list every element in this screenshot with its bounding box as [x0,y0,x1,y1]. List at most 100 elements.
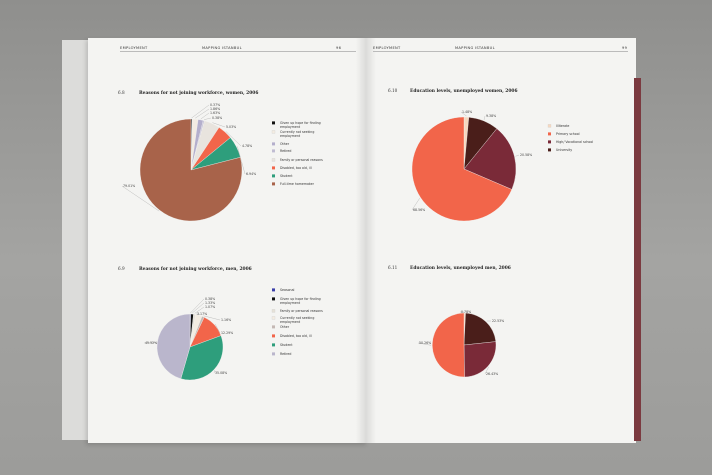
left-page [88,38,368,443]
label-leader-line [212,122,226,128]
legend-label: Primary school [556,132,580,136]
label-leader-line [515,154,520,157]
left-header-rule [120,51,356,52]
legend-swatch [272,174,275,178]
slice-value-label: 20.58% [520,153,532,157]
left-header-section: EMPLOYMENT [120,46,148,50]
legend-label: Student [280,343,293,347]
slice-value-label: 12.29% [221,331,233,335]
legend-label-cont: employment [280,134,301,138]
slice-value-label: 1.33% [205,301,215,305]
right-header-title: MAPPING ISTANBUL [455,46,495,50]
slice-value-label: 22.53% [492,319,504,323]
pie-slice [463,128,517,190]
legend-label: Full-time homemaker [280,182,315,186]
legend-swatch [272,149,275,153]
right-header-rule [373,51,628,52]
legend-swatch [548,132,551,136]
right-page-number: 99 [622,46,628,50]
chart-number: 6.10 [388,88,398,93]
slice-value-label: 3.17% [197,312,207,316]
slice-value-label: 45.52% [145,341,157,345]
slice-value-label: 4.78% [242,144,252,148]
label-leader-line [194,306,205,314]
legend-swatch [271,309,276,313]
pie-slice [156,313,191,379]
label-leader-line [121,185,160,212]
slice-value-label: 26.43% [486,372,498,376]
legend-label-cont: employment [280,301,301,305]
legend-swatch [272,352,275,356]
left-header-title: MAPPING ISTANBUL [202,46,242,50]
legend-swatch [272,325,275,329]
slice-value-label: 5.03% [226,125,236,129]
legend-label: Other [280,325,290,329]
right-header-section: EMPLOYMENT [373,46,401,50]
label-leader-line [215,324,221,334]
left-page-number: 96 [336,46,342,50]
legend-label: Retired [280,352,291,356]
legend-swatch [548,140,551,144]
legend-label: Other [280,142,290,146]
label-leader-line [200,112,210,120]
slice-value-label: 1.48% [462,110,472,114]
legend-swatch [271,158,276,162]
legend-swatch [272,166,275,170]
legend-label: Family or personal reasons [280,309,323,313]
legend-label: Illiterate [556,124,569,128]
legend-label: Student [280,174,293,178]
legend-swatch [548,148,551,152]
slice-value-label: 9.38% [486,114,496,118]
slice-value-label: 68.56% [413,208,425,212]
label-leader-line [417,342,432,346]
pie-slice [139,118,243,222]
slice-value-label: 0.38% [212,116,222,120]
chart-title: Education levels, unemployed men, 2006 [410,266,511,271]
legend-label: University [556,148,572,152]
pie-slice [432,312,465,378]
slice-value-label: 0.78% [461,310,471,314]
pie-chart-6-9: 6.9 Reasons for not joining workforce, me… [118,266,323,381]
legend-label: Seasonal [280,288,295,292]
legend-label: Family or personal reasons [280,158,323,162]
legend-swatch [272,343,275,347]
legend-swatch [547,124,552,128]
legend-label: Given up hope for finding [280,297,321,301]
legend-label: Currently not seeking [280,316,314,320]
legend-label: Disabled, too old, ill [280,334,312,338]
chart-number: 6.8 [118,90,125,95]
pie-slice [463,341,497,378]
pie-chart-6-11: 6.11 Education levels, unemployed men, 20… [388,265,511,378]
legend-swatch [271,130,276,134]
chart-title: Education levels, unemployed women, 2006 [410,89,518,94]
chart-number: 6.9 [118,266,125,271]
legend-label: Retired [280,149,291,153]
pie-slice [411,116,513,222]
chart-title: Reasons for not joining workforce, men, … [139,267,252,272]
legend-swatch [271,316,276,320]
label-leader-line [483,115,486,120]
slice-value-label: 35.08% [215,371,227,375]
label-leader-line [411,198,420,211]
label-leader-line [192,302,205,314]
legend-swatch [272,182,275,186]
page-edge-strip [634,78,641,441]
slice-value-label: 79.01% [123,184,135,188]
slice-value-label: 1.63% [210,111,220,115]
label-leader-line [190,298,205,314]
label-leader-line [460,111,467,117]
slice-value-label: 1.07% [205,305,215,309]
label-leader-line [203,315,221,321]
legend-swatch [272,297,275,301]
slice-value-label: 0.37% [210,103,220,107]
pie-chart-6-10: 6.10 Education levels, unemployed women, … [388,88,593,222]
legend-label-cont: employment [280,320,301,324]
chart-number: 6.11 [388,265,398,270]
pie-slice [180,335,224,381]
legend-swatch [272,142,275,146]
legend-label: Currently not seeking [280,130,314,134]
legend-swatch [272,288,275,292]
label-leader-line [143,342,157,344]
pie-slice [463,312,497,346]
